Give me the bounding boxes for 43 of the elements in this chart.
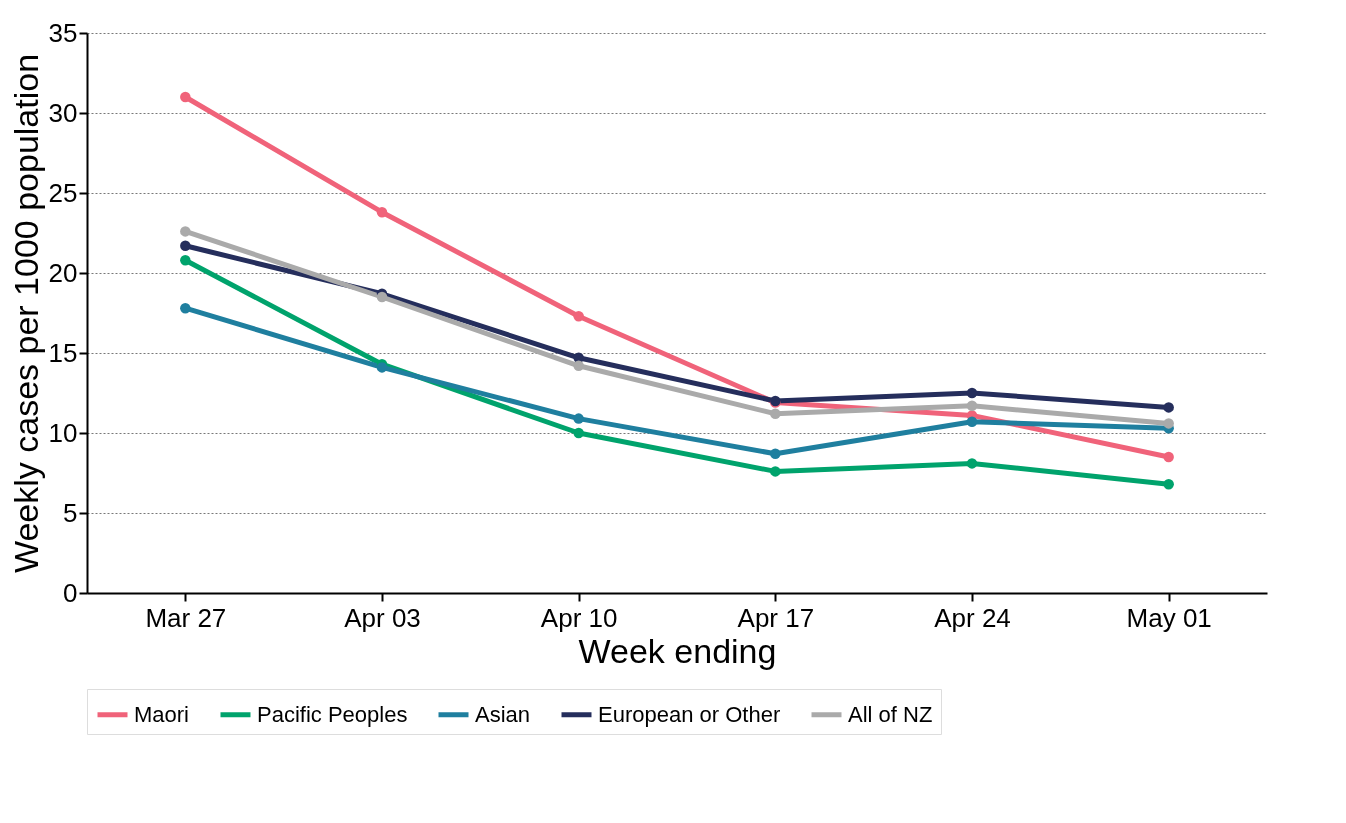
point — [180, 91, 191, 103]
y-tick-label: 15 — [48, 337, 78, 368]
legend-label: All of NZ — [848, 701, 933, 727]
point — [1163, 418, 1174, 429]
y-tick-label: 10 — [48, 417, 78, 448]
point — [180, 302, 191, 314]
point — [573, 413, 584, 424]
point — [180, 226, 191, 237]
x-tick-label: Mar 27 — [145, 602, 227, 633]
y-tick-label: 30 — [48, 97, 78, 128]
point — [770, 466, 781, 477]
x-tick-label: Apr 10 — [540, 602, 618, 633]
point — [966, 458, 978, 469]
x-axis-title: Week ending — [578, 631, 777, 670]
y-tick-label: 20 — [48, 257, 78, 288]
point — [770, 448, 781, 460]
point — [1163, 478, 1174, 490]
point — [770, 408, 781, 420]
point — [180, 240, 191, 252]
point — [180, 254, 191, 266]
point — [376, 206, 388, 218]
x-tick-label: May 01 — [1126, 602, 1212, 633]
point — [1163, 451, 1174, 463]
point — [966, 400, 978, 412]
y-tick-label: 25 — [48, 177, 78, 208]
y-tick-label: 0 — [63, 577, 78, 608]
legend-label: European or Other — [598, 701, 781, 727]
point — [966, 416, 978, 428]
legend-label: Pacific Peoples — [257, 701, 408, 727]
point — [1163, 402, 1174, 413]
y-tick-label: 35 — [48, 17, 78, 48]
point — [573, 360, 584, 372]
x-tick-label: Apr 03 — [344, 602, 421, 633]
legend-label: Maori — [134, 701, 190, 727]
point — [376, 362, 388, 373]
y-axis-title: Weekly cases per 1000 population — [6, 53, 45, 574]
legend-label: Asian — [475, 701, 531, 727]
point — [966, 387, 978, 399]
y-tick-label: 5 — [63, 497, 78, 528]
point — [573, 310, 584, 322]
point — [573, 427, 584, 439]
x-tick-label: Apr 17 — [737, 602, 815, 633]
x-tick-label: Apr 24 — [934, 602, 1011, 633]
